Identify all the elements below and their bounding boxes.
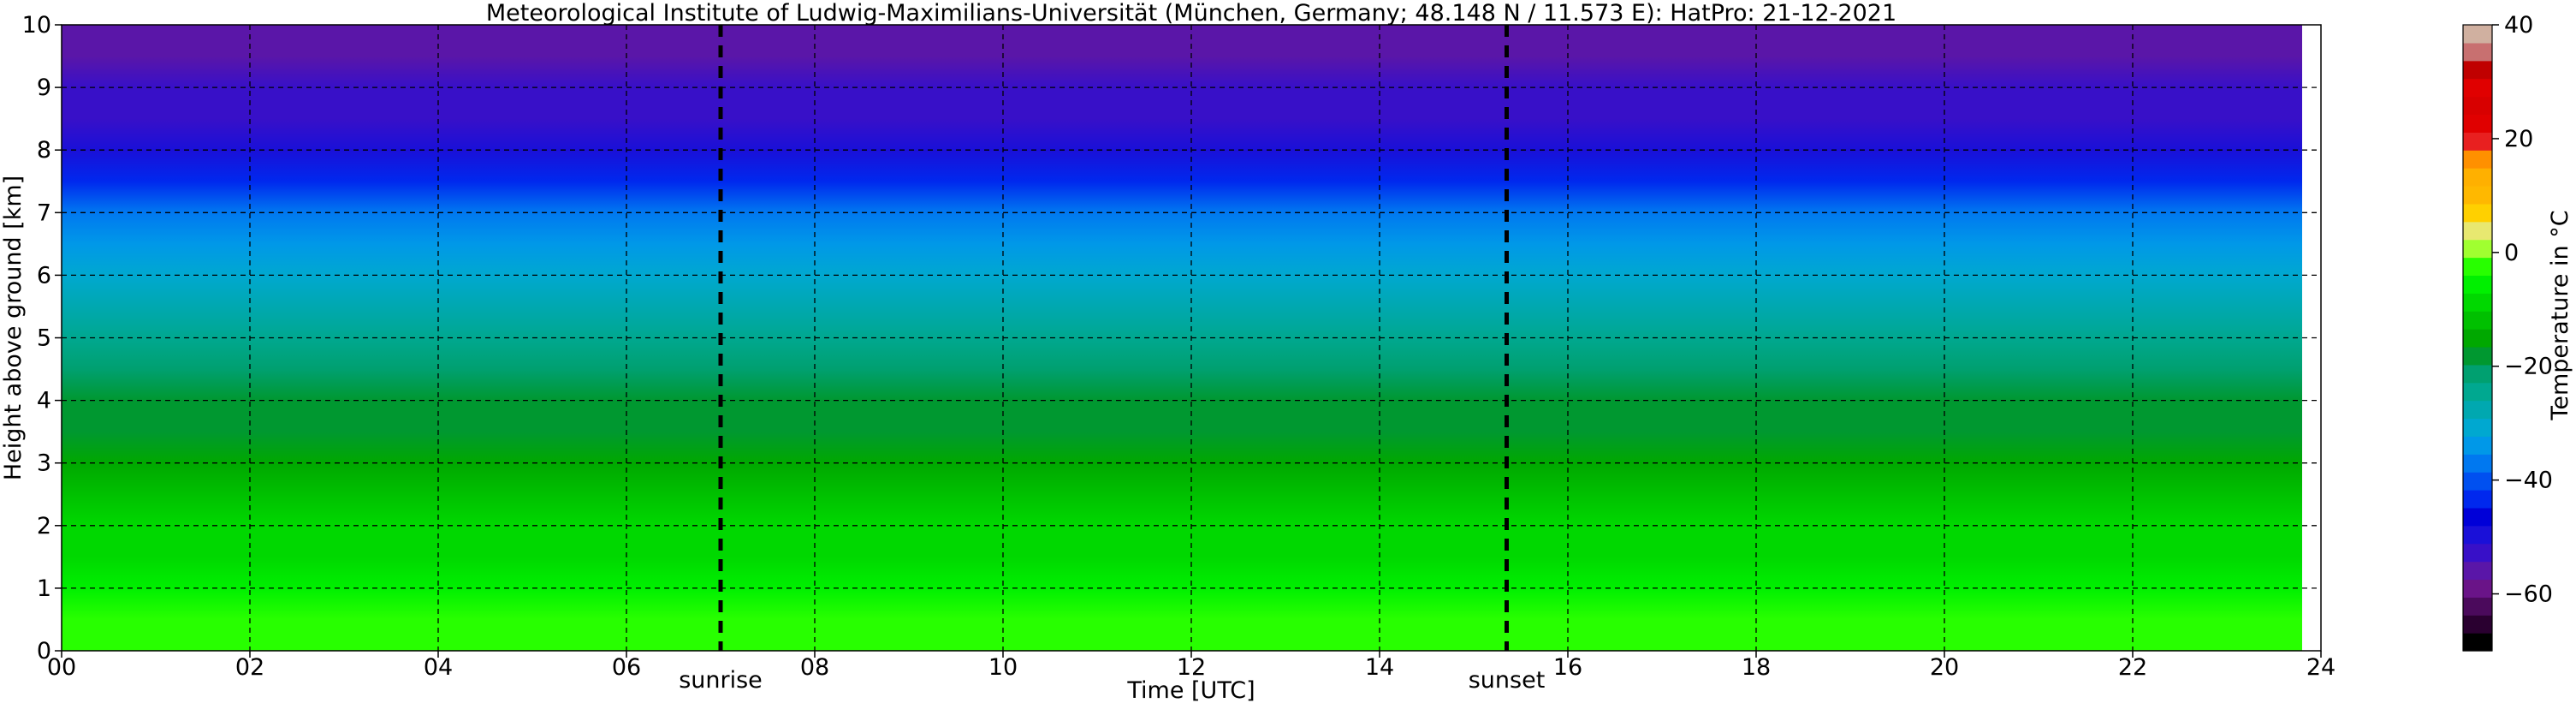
y-tick-label: 0 xyxy=(37,638,51,664)
x-tick-label: 02 xyxy=(235,654,264,681)
colorbar-segment xyxy=(2463,472,2492,491)
colorbar-segment xyxy=(2463,364,2492,384)
colorbar-tick-label: 20 xyxy=(2504,126,2533,152)
colorbar-segment xyxy=(2463,150,2492,169)
marker-lines: sunrise sunset xyxy=(679,25,1545,694)
grid-lines xyxy=(62,25,2321,651)
colorbar-frame xyxy=(2462,24,2493,652)
y-tick-label: 1 xyxy=(37,575,51,602)
y-tick-label: 6 xyxy=(37,262,51,289)
chart-title: Meteorological Institute of Ludwig-Maxim… xyxy=(486,0,1896,27)
x-axis-label: Time [UTC] xyxy=(1126,677,1255,704)
colorbar-segment xyxy=(2463,418,2492,437)
y-tick-label: 8 xyxy=(37,137,51,164)
colorbar-segment xyxy=(2463,490,2492,509)
x-tick-label: 22 xyxy=(2118,654,2147,681)
colorbar-tick-label: −20 xyxy=(2504,354,2553,380)
colorbar-segment xyxy=(2463,579,2492,598)
colorbar-label: Temperature in °C xyxy=(2547,210,2573,420)
y-tick-label: 5 xyxy=(37,325,51,352)
colorbar-segment xyxy=(2463,454,2492,473)
colorbar-segment xyxy=(2463,561,2492,581)
colorbar-segment xyxy=(2463,239,2492,259)
colorbar-segment xyxy=(2463,60,2492,80)
colorbar-segment xyxy=(2463,400,2492,420)
colorbar-segment xyxy=(2463,311,2492,330)
y-tick-label: 4 xyxy=(37,388,51,414)
colorbar-segment xyxy=(2463,221,2492,241)
colorbar-segment xyxy=(2463,257,2492,276)
colorbar-segment xyxy=(2463,114,2492,133)
colorbar: −60 −40 −20 0 20 40 xyxy=(2462,12,2553,652)
colorbar-segment xyxy=(2463,168,2492,187)
colorbar-segment xyxy=(2463,436,2492,455)
x-tick-label: 04 xyxy=(424,654,453,681)
colorbar-segment xyxy=(2463,25,2492,44)
y-axis: 0 1 2 3 4 5 6 7 8 9 10 xyxy=(22,12,62,664)
colorbar-segment xyxy=(2463,96,2492,116)
colorbar-segment xyxy=(2463,525,2492,545)
x-tick-label: 16 xyxy=(1553,654,1582,681)
colorbar-segment xyxy=(2463,633,2492,652)
colorbar-segment xyxy=(2463,329,2492,348)
colorbar-tick-label: −60 xyxy=(2504,581,2553,608)
y-axis-label: Height above ground [km] xyxy=(0,176,27,480)
x-tick-label: 06 xyxy=(612,654,641,681)
colorbar-segment xyxy=(2463,543,2492,563)
x-tick-label: 10 xyxy=(988,654,1018,681)
x-tick-label: 08 xyxy=(800,654,829,681)
marker-label-sunrise: sunrise xyxy=(679,667,763,694)
colorbar-segment xyxy=(2463,185,2492,205)
colorbar-segment xyxy=(2463,42,2492,62)
colorbar-segment xyxy=(2463,507,2492,527)
colorbar-tick-label: 0 xyxy=(2504,240,2519,266)
colorbar-segment xyxy=(2463,132,2492,151)
x-tick-label: 14 xyxy=(1365,654,1394,681)
x-axis: 00 02 04 06 08 10 12 14 16 18 20 22 24 xyxy=(47,651,2336,681)
colorbar-segment xyxy=(2463,203,2492,223)
colorbar-segment xyxy=(2463,78,2492,98)
colorbar-segment xyxy=(2463,382,2492,402)
x-tick-label: 12 xyxy=(1177,654,1206,681)
colorbar-segment xyxy=(2463,597,2492,616)
colorbar-segment xyxy=(2463,293,2492,312)
x-tick-label: 24 xyxy=(2306,654,2336,681)
y-tick-label: 9 xyxy=(37,74,51,101)
x-tick-label: 00 xyxy=(47,654,76,681)
y-tick-label: 2 xyxy=(37,513,51,539)
colorbar-tick-label: −40 xyxy=(2504,468,2553,494)
y-tick-label: 7 xyxy=(37,200,51,226)
colorbar-segment xyxy=(2463,615,2492,634)
colorbar-segment xyxy=(2463,275,2492,294)
marker-label-sunset: sunset xyxy=(1469,667,1546,694)
colorbar-segment xyxy=(2463,346,2492,366)
y-tick-label: 10 xyxy=(22,12,51,39)
x-tick-label: 18 xyxy=(1742,654,1771,681)
colorbar-tick-label: 40 xyxy=(2504,12,2533,39)
y-tick-label: 3 xyxy=(37,450,51,477)
x-tick-label: 20 xyxy=(1930,654,1959,681)
